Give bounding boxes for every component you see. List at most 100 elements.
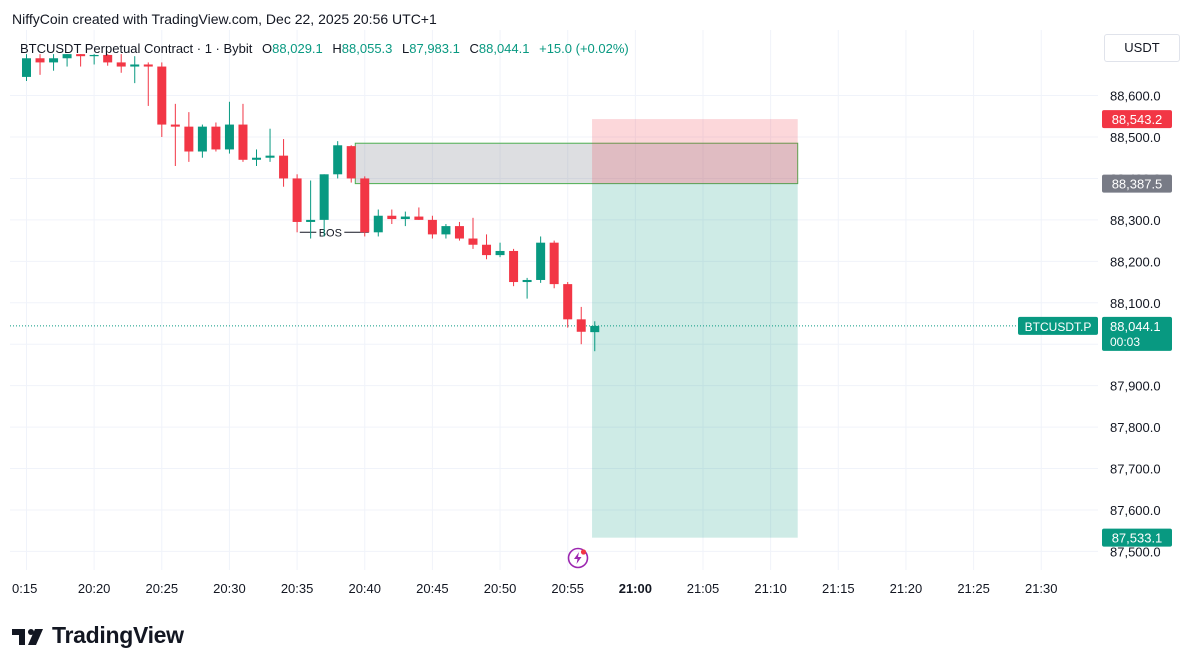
high-value: 88,055.3: [341, 41, 393, 56]
entry-price-tag: 88,387.5: [1112, 177, 1163, 192]
candle-up: [400, 216, 410, 220]
candle-down: [103, 54, 113, 63]
candle-up: [49, 58, 59, 63]
y-tick-label: 87,700.0: [1110, 462, 1161, 477]
candle-down: [549, 242, 559, 285]
stop-price-tag: 88,543.2: [1112, 112, 1163, 127]
x-tick-label: 20:20: [78, 581, 111, 596]
candle-down: [414, 216, 424, 220]
stop-price-tag-bg: [1102, 110, 1172, 129]
candle-up: [536, 242, 546, 280]
bos-label: BOS: [319, 227, 342, 239]
candle-down: [211, 126, 221, 150]
currency-button[interactable]: USDT: [1105, 35, 1179, 61]
candle-up: [265, 155, 275, 158]
candle-down: [454, 226, 464, 239]
candle-up: [197, 126, 207, 152]
candle-up: [373, 215, 383, 233]
candle-up: [89, 54, 99, 57]
low-label: L: [402, 41, 410, 56]
target-price-tag-bg: [1102, 528, 1172, 547]
candle-down: [427, 219, 437, 235]
entry-price-tag-bg: [1102, 174, 1172, 193]
last-price-tag-bg: [1102, 316, 1172, 351]
candle-up: [224, 124, 234, 150]
candle-countdown: 00:03: [1110, 335, 1140, 349]
symbol-tag: BTCUSDT.P: [1025, 320, 1092, 334]
x-tick-label: 20:35: [281, 581, 314, 596]
x-tick-label: 21:00: [619, 581, 652, 596]
candle-up: [590, 325, 600, 333]
x-tick-label: 21:05: [687, 581, 720, 596]
candle-up: [319, 174, 329, 220]
candle-up: [333, 145, 343, 175]
symbol-name[interactable]: BTCUSDT Perpetual Contract · 1 · Bybit: [20, 41, 253, 56]
target-price-tag: 87,533.1: [1112, 531, 1163, 546]
y-tick-label: 88,500.0: [1110, 130, 1161, 145]
chart-attribution: NiffyCoin created with TradingView.com, …: [12, 11, 437, 27]
candle-down: [76, 54, 86, 57]
y-tick-label: 88,100.0: [1110, 296, 1161, 311]
candle-down: [184, 126, 194, 152]
candle-down: [279, 155, 289, 179]
candle-up: [306, 219, 316, 222]
y-tick-label: 88,300.0: [1110, 213, 1161, 228]
tradingview-brand[interactable]: TradingView: [12, 622, 184, 649]
candle-down: [116, 62, 126, 67]
y-tick-label: 88,600.0: [1110, 89, 1161, 104]
lightning-icon[interactable]: [567, 547, 589, 569]
candle-down: [143, 64, 153, 67]
tradingview-logo-icon: [12, 628, 43, 645]
x-tick-label: 21:20: [890, 581, 923, 596]
candle-down: [170, 124, 180, 127]
candle-up: [522, 279, 532, 283]
x-tick-label: 0:15: [12, 581, 37, 596]
candle-up: [130, 64, 140, 67]
candle-up: [441, 226, 451, 235]
low-value: 87,983.1: [409, 41, 460, 56]
x-tick-label: 21:15: [822, 581, 855, 596]
candle-down: [157, 66, 167, 125]
candle-up: [62, 54, 72, 59]
open-label: O: [262, 41, 273, 56]
candle-down: [509, 250, 519, 283]
high-label: H: [332, 41, 342, 56]
candle-down: [360, 178, 370, 233]
x-tick-label: 21:30: [1025, 581, 1058, 596]
x-tick-label: 20:25: [146, 581, 179, 596]
y-tick-label: 87,900.0: [1110, 379, 1161, 394]
take-profit-zone: [592, 183, 798, 538]
close-value: 88,044.1: [478, 41, 530, 56]
last-price-tag: 88,044.1: [1110, 319, 1161, 334]
x-tick-label: 20:50: [484, 581, 517, 596]
x-tick-label: 21:25: [957, 581, 990, 596]
x-tick-label: 21:10: [754, 581, 787, 596]
candle-down: [576, 319, 586, 332]
y-tick-label: 87,800.0: [1110, 420, 1161, 435]
candle-down: [482, 244, 492, 256]
candle-up: [252, 157, 262, 160]
x-tick-label: 20:30: [213, 581, 246, 596]
y-tick-label: 88,200.0: [1110, 254, 1161, 269]
candle-down: [292, 178, 302, 222]
brand-name: TradingView: [52, 622, 184, 648]
symbol-legend: BTCUSDT Perpetual Contract · 1 · Bybit O…: [20, 41, 629, 56]
change-value: +15.0 (+0.02%): [539, 41, 629, 56]
open-value: 88,029.1: [272, 41, 323, 56]
candle-down: [35, 58, 45, 63]
candle-down: [238, 124, 248, 160]
y-tick-label: 87,500.0: [1110, 544, 1161, 559]
x-tick-label: 20:40: [348, 581, 381, 596]
y-tick-label: 87,600.0: [1110, 503, 1161, 518]
supply-zone-box: [354, 142, 799, 185]
symbol-tag-bg: [1018, 316, 1098, 335]
stop-loss-zone: [592, 119, 798, 184]
x-tick-label: 20:45: [416, 581, 449, 596]
candle-down: [468, 238, 478, 245]
candle-up: [22, 58, 31, 77]
candle-down: [387, 215, 397, 220]
x-tick-label: 20:55: [551, 581, 584, 596]
candle-down: [346, 146, 356, 179]
candle-down: [563, 284, 573, 320]
